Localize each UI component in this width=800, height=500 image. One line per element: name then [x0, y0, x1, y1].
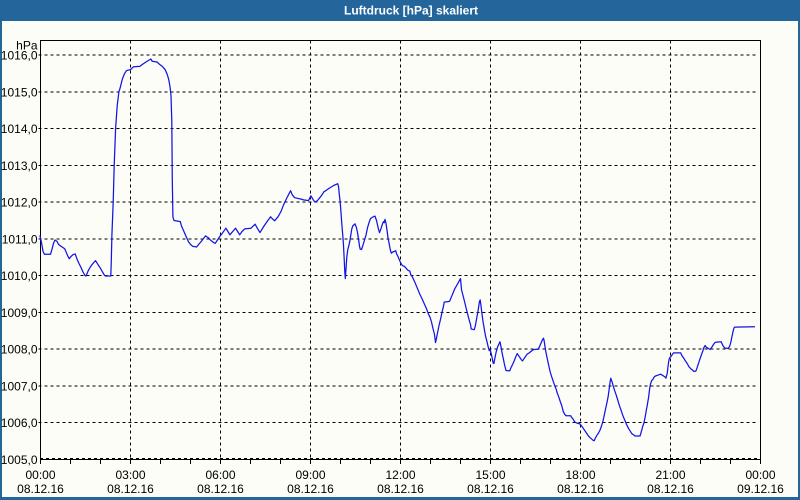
svg-text:1012,0: 1012,0: [1, 196, 38, 210]
svg-text:08.12.16: 08.12.16: [287, 482, 334, 496]
svg-text:1005,0: 1005,0: [1, 453, 38, 467]
svg-text:06:00: 06:00: [205, 468, 235, 482]
svg-text:00:00: 00:00: [25, 468, 55, 482]
svg-text:hPa: hPa: [16, 39, 38, 53]
svg-text:15:00: 15:00: [475, 468, 505, 482]
svg-text:1016,0: 1016,0: [1, 49, 38, 63]
svg-text:1015,0: 1015,0: [1, 85, 38, 99]
svg-text:03:00: 03:00: [115, 468, 145, 482]
svg-text:08.12.16: 08.12.16: [557, 482, 604, 496]
svg-text:00:00: 00:00: [745, 468, 775, 482]
svg-text:1014,0: 1014,0: [1, 122, 38, 136]
svg-text:1008,0: 1008,0: [1, 343, 38, 357]
svg-text:Luftdruck [hPa] skaliert: Luftdruck [hPa] skaliert: [344, 4, 478, 18]
svg-text:08.12.16: 08.12.16: [647, 482, 694, 496]
svg-text:09.12.16: 09.12.16: [737, 482, 784, 496]
svg-text:08.12.16: 08.12.16: [17, 482, 64, 496]
svg-text:1007,0: 1007,0: [1, 380, 38, 394]
svg-text:09:00: 09:00: [295, 468, 325, 482]
svg-text:1009,0: 1009,0: [1, 306, 38, 320]
svg-text:18:00: 18:00: [565, 468, 595, 482]
svg-text:08.12.16: 08.12.16: [377, 482, 424, 496]
svg-text:21:00: 21:00: [655, 468, 685, 482]
svg-text:08.12.16: 08.12.16: [107, 482, 154, 496]
svg-text:12:00: 12:00: [385, 468, 415, 482]
svg-text:08.12.16: 08.12.16: [197, 482, 244, 496]
svg-text:08.12.16: 08.12.16: [467, 482, 514, 496]
svg-text:1011,0: 1011,0: [2, 232, 38, 246]
svg-text:1013,0: 1013,0: [1, 159, 38, 173]
svg-text:1010,0: 1010,0: [1, 269, 38, 283]
svg-text:1006,0: 1006,0: [1, 416, 38, 430]
